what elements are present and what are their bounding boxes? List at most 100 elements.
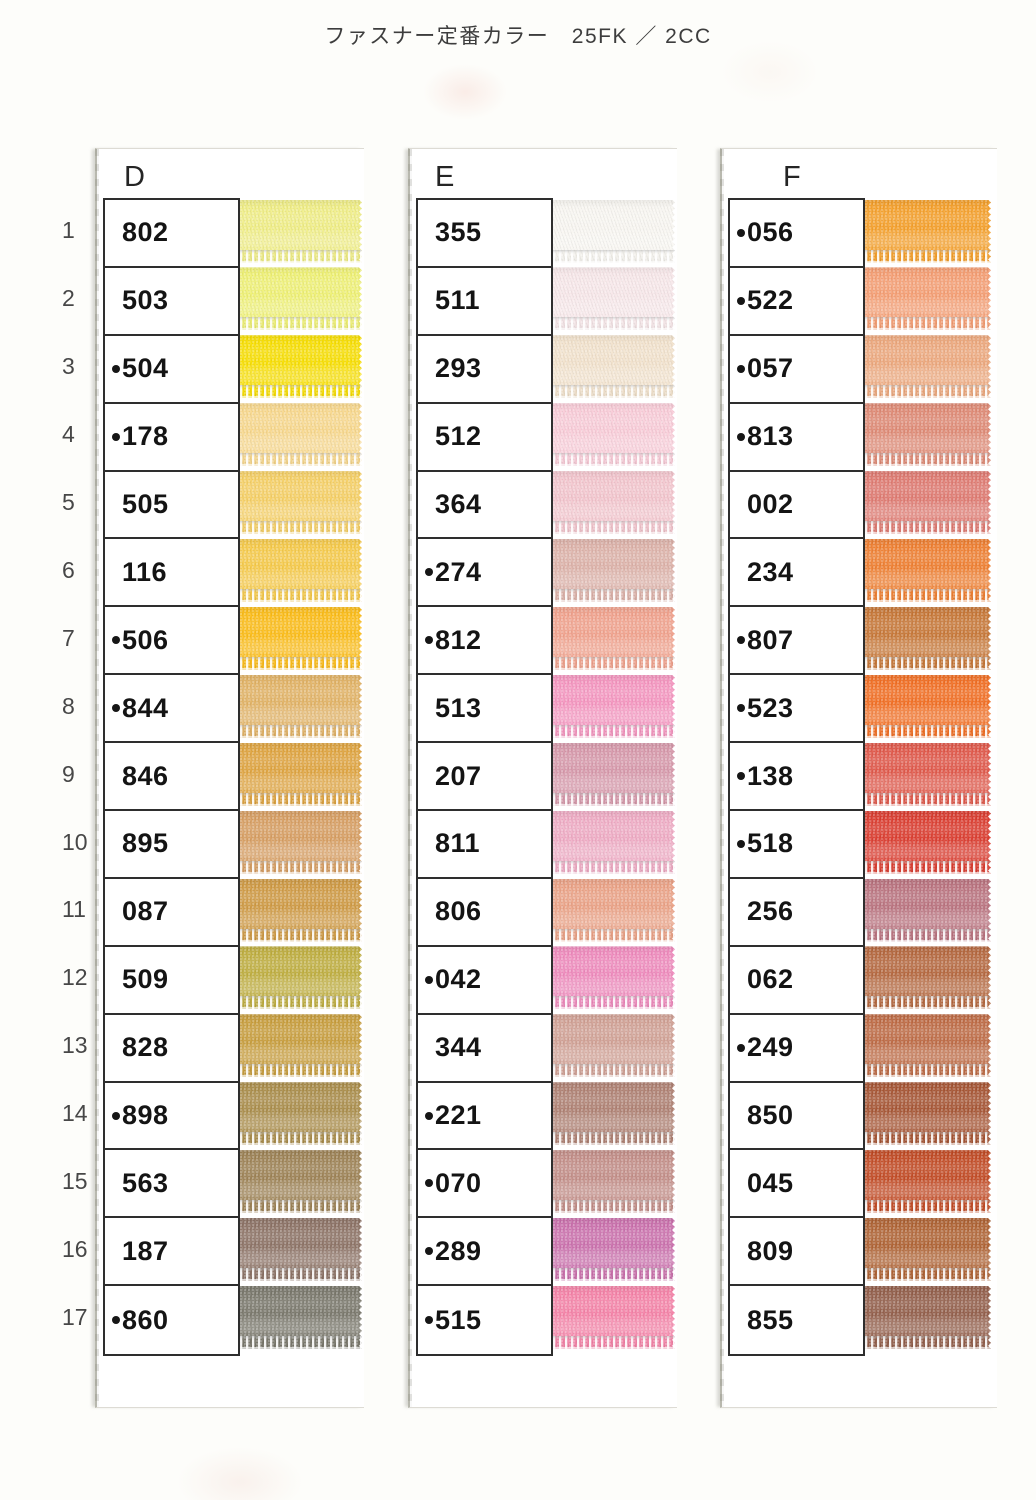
zipper-teeth [865,1200,991,1214]
fabric-swatch [240,199,362,263]
row-index: 11 [62,896,86,923]
selection-dot [112,364,120,373]
fabric-swatch [553,674,675,738]
zipper-teeth [865,792,991,806]
zipper-teeth [240,249,362,263]
fabric-swatch [240,1150,362,1214]
color-code: 116 [122,556,168,587]
column-letter: F [783,161,801,193]
fabric-swatch [553,539,675,602]
code-row: 503 [105,268,238,336]
fabric-swatch [240,267,362,331]
fabric-swatch [865,946,991,1010]
color-code: 056 [747,217,794,248]
code-row: 289 [418,1218,551,1287]
zipper-teeth [553,724,675,738]
color-code: 509 [122,964,169,995]
selection-dot [112,1316,120,1325]
code-row: 274 [418,539,551,608]
fabric-swatch [865,403,991,467]
fabric-swatch [865,539,991,602]
code-row: 506 [105,607,238,676]
zipper-teeth [240,1268,362,1281]
fabric-swatch [865,1150,991,1214]
selection-dot [737,1043,745,1052]
code-row: 504 [105,336,238,404]
color-code: 522 [747,285,794,316]
fabric-swatch [240,539,362,602]
fabric-swatch [553,878,675,942]
color-code: 364 [435,489,482,519]
color-code: 057 [747,353,794,384]
code-row: 512 [418,404,551,472]
color-code: 087 [122,896,169,927]
zipper-teeth [865,996,991,1010]
fabric-swatch [240,1082,362,1146]
fabric-swatch [865,674,991,738]
code-row: 522 [730,268,863,336]
fabric-swatch [240,742,362,806]
selection-dot [112,636,120,645]
color-code: 274 [435,556,482,587]
zipper-teeth [553,1132,675,1146]
code-row: 523 [730,675,863,744]
code-row: 509 [105,947,238,1015]
zipper-teeth [865,1132,991,1146]
row-index: 4 [62,421,75,448]
selection-dot [737,704,745,713]
color-code: 809 [747,1235,794,1266]
code-row: 513 [418,675,551,744]
code-row: 515 [418,1286,551,1354]
color-code: 062 [747,964,794,995]
color-code: 563 [122,1167,169,1198]
selection-dot [737,364,745,373]
selection-dot [737,432,745,441]
zipper-teeth [865,521,991,535]
sample-card-e: E 355 511 293 512 364 274 812 513 207 811 806 042 344… [408,148,677,1408]
code-row: 234 [730,539,863,608]
zipper-teeth [240,996,362,1010]
zipper-teeth [553,1200,675,1214]
color-code: 828 [122,1032,169,1063]
zipper-teeth [553,317,675,331]
row-index: 13 [62,1032,88,1059]
color-code: 844 [122,692,169,723]
row-index: 3 [62,353,75,380]
fabric-swatch [553,1150,675,1214]
color-code: 806 [435,896,482,927]
code-row: 895 [105,811,238,879]
color-code: 178 [122,421,169,452]
zipper-teeth [240,317,362,331]
zipper-teeth [553,928,675,942]
code-row: 809 [730,1218,863,1287]
code-row: 806 [418,879,551,947]
code-row: 042 [418,947,551,1015]
zipper-teeth [553,589,675,602]
fabric-swatch [553,267,675,331]
fabric-swatch [240,1285,362,1349]
color-code: 249 [747,1032,794,1063]
fabric-swatch [240,946,362,1010]
zipper-teeth [865,589,991,602]
zipper-teeth [240,1335,362,1349]
color-code: 802 [122,217,169,248]
code-row: 807 [730,607,863,676]
fabric-swatch [553,946,675,1010]
row-index: 7 [62,624,75,651]
row-index: 14 [62,1100,88,1127]
code-column: 355 511 293 512 364 274 812 513 207 811 806 042 344 2… [416,198,553,1357]
zipper-teeth [240,521,362,535]
sample-card-f: F 056 522 057 813 002 234 807 523 138 518 256 062 249… [720,148,997,1408]
color-code: 070 [435,1167,482,1198]
code-row: 207 [418,743,551,812]
zipper-teeth [240,385,362,399]
zipper-teeth [240,1132,362,1146]
code-row: 898 [105,1083,238,1151]
selection-dot [425,1111,433,1120]
color-code: 855 [747,1304,794,1335]
fabric-swatch [553,1014,675,1078]
selection-dot [737,636,745,645]
fabric-swatch [553,1218,675,1281]
zipper-teeth [240,928,362,942]
code-row: 056 [730,200,863,268]
